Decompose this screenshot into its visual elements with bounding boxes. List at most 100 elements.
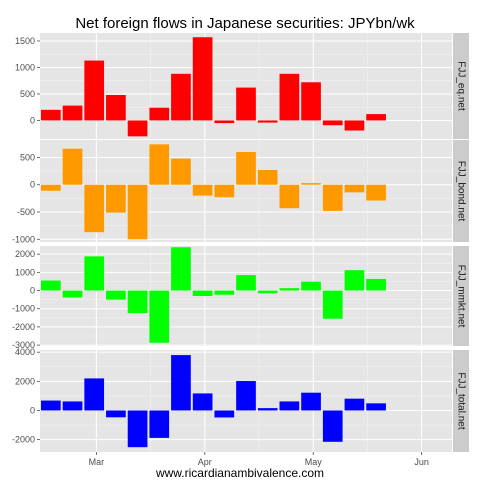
bar: [127, 184, 148, 240]
bar: [301, 82, 321, 121]
bar: [322, 410, 343, 442]
bar: [257, 408, 278, 411]
bar: [236, 381, 256, 411]
x-tick-label: May: [305, 457, 323, 467]
bar: [127, 290, 148, 314]
facet-strip: [453, 246, 469, 346]
bar: [192, 290, 213, 296]
bar: [322, 120, 343, 126]
bar: [192, 393, 213, 411]
panel-FJJ_total.net: -2000 0 2000 4000 FJJ_total.net: [12, 347, 469, 452]
y-tick-label: 4000: [15, 347, 35, 357]
bar: [106, 410, 126, 418]
bar: [236, 87, 256, 121]
bar: [41, 280, 61, 291]
bar: [149, 290, 170, 343]
y-tick-label: 1000: [15, 267, 35, 277]
bar: [301, 183, 321, 185]
bar: [257, 120, 278, 123]
y-tick-label: -2000: [12, 322, 35, 332]
bar: [366, 184, 386, 201]
bar: [106, 184, 126, 213]
bar: [171, 355, 191, 411]
bar: [106, 95, 126, 121]
bar: [41, 184, 61, 191]
panel-FJJ_eq.net: 0 500 1000 1500 FJJ_eq.net: [15, 33, 469, 139]
y-tick-label: 0: [30, 286, 35, 296]
y-tick-label: -500: [17, 207, 35, 217]
bar: [62, 401, 83, 411]
bar: [279, 73, 300, 121]
bar: [366, 403, 386, 411]
bar: [257, 290, 278, 294]
y-tick-label: 2000: [15, 376, 35, 386]
y-tick-label: 0: [30, 405, 35, 415]
bar: [127, 120, 148, 137]
bar: [214, 120, 235, 124]
y-tick-label: -1000: [12, 304, 35, 314]
facet-strip: [453, 140, 469, 242]
facet-strip: [453, 33, 469, 139]
bar: [84, 184, 105, 233]
y-tick-label: -3000: [12, 340, 35, 350]
y-tick-label: 0: [30, 115, 35, 125]
bar: [62, 290, 83, 298]
facet-strip-label: FJJ_mmkt.net: [455, 265, 466, 328]
bar: [214, 184, 235, 198]
bar: [366, 114, 386, 121]
bar: [344, 184, 365, 193]
bar: [84, 378, 105, 411]
bar: [171, 73, 191, 121]
bar: [366, 278, 386, 291]
y-tick-label: 1000: [15, 62, 35, 72]
y-tick-label: -2000: [12, 435, 35, 445]
bar: [192, 37, 213, 121]
bar: [214, 410, 235, 418]
bar: [171, 247, 191, 291]
bar: [149, 107, 170, 121]
panel-background: [40, 33, 452, 139]
bar: [149, 144, 170, 185]
panel-FJJ_bond.net: -1000 -500 0 500 FJJ_bond.net: [12, 140, 469, 244]
facet-strip-label: FJJ_bond.net: [455, 161, 466, 222]
bar: [236, 152, 256, 185]
bar: [62, 105, 83, 121]
x-tick-label: Mar: [89, 457, 105, 467]
bar: [171, 158, 191, 185]
bar: [127, 410, 148, 448]
facet-strip: [453, 350, 469, 452]
bar: [257, 170, 278, 185]
bar: [236, 275, 256, 291]
bar: [84, 60, 105, 121]
y-tick-label: 0: [30, 180, 35, 190]
bar: [322, 290, 343, 319]
facet-panels: 0 500 1000 1500 FJJ_eq.net -1000 -500 0 500 FJJ_b…: [12, 33, 469, 452]
y-tick-label: 2000: [15, 249, 35, 259]
y-tick-label: 1500: [15, 36, 35, 46]
x-tick-label: Apr: [198, 457, 212, 467]
bar: [214, 290, 235, 295]
bar: [41, 109, 61, 121]
bar: [149, 410, 170, 438]
bar: [41, 400, 61, 411]
x-axis: Mar Apr May Jun: [89, 452, 429, 467]
chart-title: Net foreign flows in Japanese securities…: [75, 15, 415, 32]
bar: [301, 392, 321, 411]
bar: [279, 401, 300, 411]
facet-strip-label: FJJ_total.net: [455, 372, 466, 429]
bar: [84, 256, 105, 291]
bar: [62, 148, 83, 185]
y-tick-label: 500: [20, 89, 35, 99]
panel-FJJ_mmkt.net: -3000 -2000 -1000 0 1000 2000 FJJ_mmkt.net: [12, 246, 469, 350]
x-tick-label: Jun: [414, 457, 429, 467]
bar: [279, 288, 300, 291]
facet-strip-label: FJJ_eq.net: [455, 61, 466, 111]
bar: [279, 184, 300, 209]
bar: [322, 184, 343, 211]
y-tick-label: -1000: [12, 234, 35, 244]
bar: [301, 281, 321, 291]
bar: [344, 270, 365, 291]
bar: [344, 120, 365, 131]
source-footer: www.ricardianambivalence.com: [155, 466, 324, 480]
